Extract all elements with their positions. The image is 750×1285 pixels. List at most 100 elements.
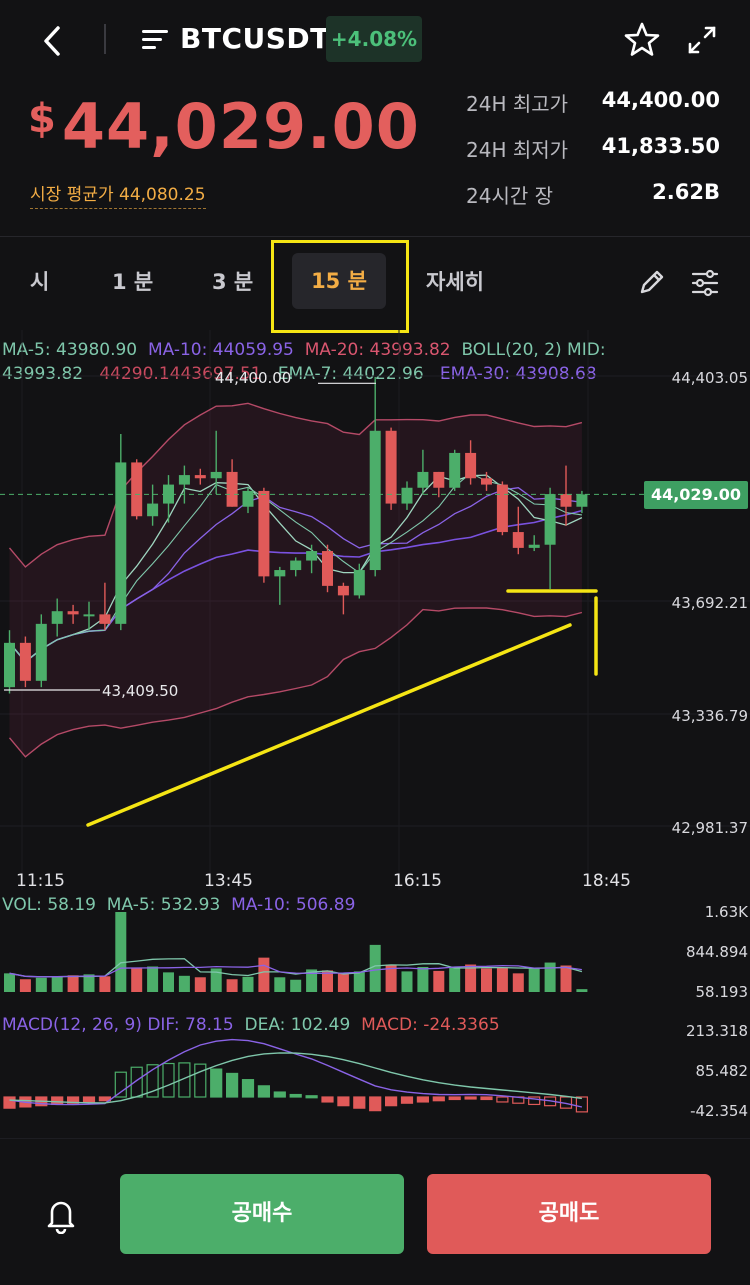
last-price: $44,029.00 xyxy=(28,90,420,163)
market-average[interactable]: 시장 평균가 44,080.25 xyxy=(30,180,206,209)
macd-label: MACD(12, 26, 9) xyxy=(2,1015,142,1035)
volume-bar xyxy=(4,973,15,992)
time-axis-label: 13:45 xyxy=(204,871,253,891)
macd-histogram-bar xyxy=(146,1064,159,1098)
macd-histogram-bar xyxy=(162,1062,175,1098)
volume-axis-label: 844.894 xyxy=(685,943,748,961)
volume-bar xyxy=(19,979,31,992)
symbol-title[interactable]: BTCUSDT xyxy=(180,22,330,55)
candle-body xyxy=(131,462,143,517)
ema7-value: EMA-7: 44022.96 xyxy=(277,364,424,384)
volume-bar xyxy=(178,975,190,992)
candle-body xyxy=(353,570,365,596)
pencil-icon[interactable] xyxy=(636,266,666,298)
macd-value: MACD: -24.3365 xyxy=(361,1015,500,1035)
volume-bar xyxy=(226,979,238,992)
volume-axis-label: 1.63K xyxy=(704,903,748,921)
macd-histogram-bar xyxy=(194,1063,207,1098)
bollinger-upper-line xyxy=(8,402,583,568)
candle-body xyxy=(258,490,270,577)
candle-body xyxy=(401,487,413,504)
macd-axis-label: -42.354 xyxy=(690,1102,748,1120)
macd-histogram-bar xyxy=(400,1096,414,1104)
volume-bar xyxy=(560,965,572,992)
tab-more[interactable]: 자세히 xyxy=(426,270,484,294)
volume-ma10-line xyxy=(9,964,582,978)
volume-bar xyxy=(369,944,381,992)
tab-15min[interactable]: 15 분 xyxy=(292,253,386,309)
volume-bar xyxy=(528,967,540,992)
candle-body xyxy=(67,611,79,615)
volume-bar xyxy=(99,976,111,992)
volume-bar xyxy=(290,979,302,992)
macd-histogram-bar xyxy=(480,1096,493,1101)
bollinger-band-fill xyxy=(9,403,582,757)
macd-histogram-bar xyxy=(289,1093,302,1098)
stat-low-value: 41,833.50 xyxy=(601,134,720,158)
bell-icon[interactable] xyxy=(44,1196,78,1235)
annotation-trend-line xyxy=(86,623,572,827)
volume-bar xyxy=(163,972,174,992)
macd-histogram-bar xyxy=(353,1096,366,1109)
volume-bar xyxy=(274,977,286,992)
candle-body xyxy=(385,430,397,504)
candlestick-chart[interactable] xyxy=(0,330,750,1138)
tab-hour[interactable]: 시 xyxy=(30,270,50,294)
volume-bar xyxy=(258,957,270,992)
menu-lines-icon[interactable] xyxy=(142,30,170,50)
volume-bar xyxy=(465,964,477,992)
tab-1min[interactable]: 1 분 xyxy=(112,270,154,294)
candle-body xyxy=(226,471,238,507)
vol-ma5-value: MA-5: 532.93 xyxy=(106,895,221,915)
ma-indicator-line: MA-5: 43980.90 MA-10: 44059.95 MA-20: 43… xyxy=(2,340,606,360)
time-axis-label: 16:15 xyxy=(393,871,442,891)
back-arrow-icon[interactable] xyxy=(38,22,68,60)
volume-bar xyxy=(385,964,397,992)
candle-body xyxy=(481,478,492,485)
annotation-highlight-box xyxy=(271,240,409,333)
macd-histogram-bar xyxy=(432,1096,445,1102)
header-divider xyxy=(104,24,106,54)
volume-indicator-line: VOL: 58.19 MA-5: 532.93 MA-10: 506.89 xyxy=(2,895,355,915)
vol-value: VOL: 58.19 xyxy=(2,895,96,915)
volume-bar xyxy=(242,976,254,992)
candle-body xyxy=(99,614,111,624)
macd-histogram-bar xyxy=(82,1096,96,1103)
macd-histogram-bar xyxy=(321,1096,334,1103)
ma20-value: MA-20: 43993.82 xyxy=(304,340,451,360)
macd-histogram-bar xyxy=(369,1096,382,1112)
candle-body xyxy=(560,494,572,507)
settings-sliders-icon[interactable] xyxy=(690,268,720,298)
volume-bar xyxy=(210,968,222,992)
candle-body xyxy=(369,430,381,571)
boll-dn-value: 43697.51 xyxy=(180,364,262,384)
macd-dif-value: DIF: 78.15 xyxy=(147,1015,234,1035)
candle-body xyxy=(337,585,349,596)
candle-body xyxy=(147,503,159,517)
candle-body xyxy=(417,471,429,488)
price-axis-label: 44,403.05 xyxy=(671,369,748,387)
ema30-value: EMA-30: 43908.68 xyxy=(439,364,597,384)
macd-histogram-bar xyxy=(575,1096,589,1113)
macd-histogram-bar xyxy=(528,1096,541,1106)
long-button[interactable]: 공매수 xyxy=(120,1174,404,1254)
candle-body xyxy=(274,570,286,577)
macd-histogram-bar xyxy=(178,1062,191,1098)
last-price-value: 44,029.00 xyxy=(61,90,420,163)
candle-body xyxy=(178,475,190,485)
macd-histogram-bar xyxy=(241,1079,255,1098)
expand-icon[interactable] xyxy=(684,22,720,58)
star-icon[interactable] xyxy=(622,20,662,60)
tab-3min[interactable]: 3 분 xyxy=(212,270,254,294)
macd-histogram-bar xyxy=(337,1096,350,1107)
candle-body xyxy=(210,471,222,479)
macd-histogram-bar xyxy=(3,1096,16,1109)
volume-bar xyxy=(496,967,508,992)
volume-bar xyxy=(322,970,333,992)
macd-histogram-bar xyxy=(257,1085,270,1098)
volume-bar xyxy=(512,973,524,992)
short-button[interactable]: 공매도 xyxy=(427,1174,711,1254)
currency-symbol: $ xyxy=(28,96,56,142)
macd-histogram-bar xyxy=(66,1096,80,1104)
time-axis-label: 11:15 xyxy=(16,871,65,891)
